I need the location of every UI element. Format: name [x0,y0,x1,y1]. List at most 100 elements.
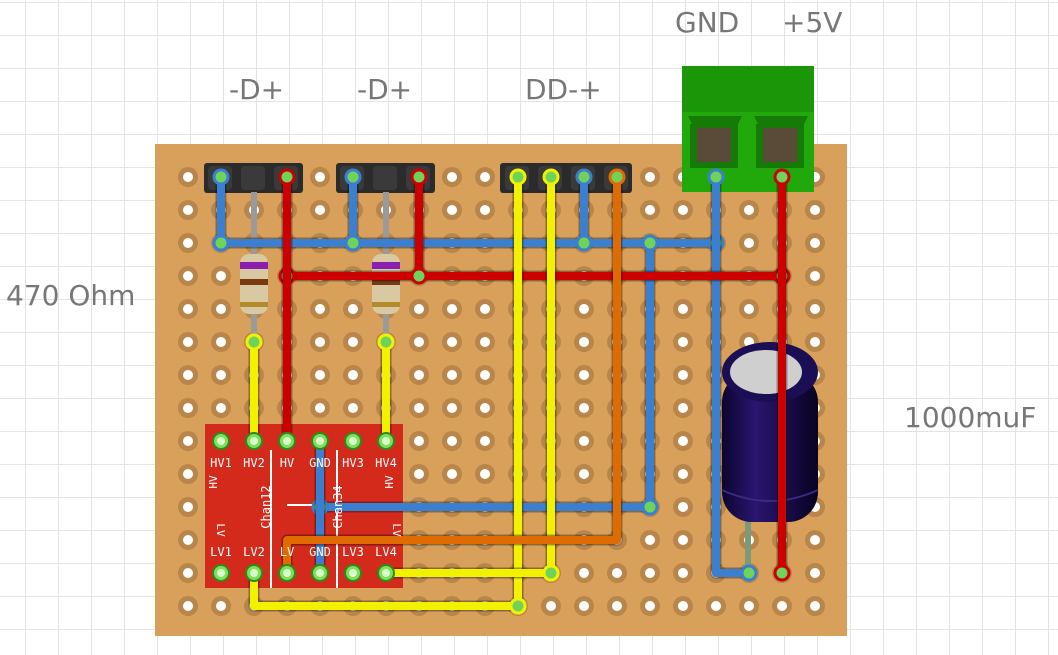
board-hole [579,469,589,479]
board-hole [678,535,688,545]
board-hole [645,172,655,182]
board-hole [414,469,424,479]
board-hole [414,403,424,413]
chip-pin-hole [217,437,225,445]
chip-labels: HV1 HV2 HV GND HV3 HV4 LV1 LV2 LV GND LV… [207,456,403,559]
wires [212,168,791,615]
board-hole [183,205,193,215]
board-hole [579,403,589,413]
board-hole [216,403,226,413]
board-hole [579,568,589,578]
resistor-label: 470 Ohm [6,279,136,312]
board-hole [579,601,589,611]
board-hole [546,601,556,611]
chip-pin-hv1: HV1 [210,456,232,470]
board-hole [810,601,820,611]
board-hole [183,271,193,281]
screw-terminal [682,66,814,192]
board-hole [810,304,820,314]
board-hole [810,238,820,248]
board-hole [645,568,655,578]
board-hole [810,337,820,347]
wire-red-5v-endpoint [773,564,791,582]
chip-pin-hole [349,569,357,577]
board-hole [447,337,457,347]
chip-pin-hv: HV [280,456,294,470]
board-hole [579,337,589,347]
board-hole [678,502,688,512]
board-hole [414,304,424,314]
wire-blue-gnd-main-endpoint [707,168,725,186]
header-right-label: DD-+ [525,73,602,106]
board-hole [480,205,490,215]
wire-yellow-lv2-endpoint [509,597,527,615]
chip-pin-lv1: LV1 [210,545,232,559]
board-hole [216,370,226,380]
chip-side-lv-left: LV [214,523,227,537]
board-hole [315,337,325,347]
wire-blue-gnd-h-endpoint [641,498,659,516]
chip-pin-lv: LV [280,545,294,559]
chip-pin-hole [283,569,291,577]
chip-pin-hole [349,437,357,445]
board-hole [447,436,457,446]
chip-side-lv-right: LV [390,523,403,537]
board-hole [678,403,688,413]
board-hole [678,568,688,578]
plus5v-label: +5V [782,6,843,39]
board-hole [678,205,688,215]
board-hole [447,205,457,215]
board-hole [414,436,424,446]
board-hole [810,205,820,215]
chip-side-hv-right: HV [383,475,396,489]
board-hole [645,205,655,215]
wire-red-d2-endpoint [410,168,428,186]
board-hole [678,601,688,611]
board-hole [678,370,688,380]
wire-blue-d1-endpoint [212,234,230,252]
board-hole [678,304,688,314]
chip-pin-hole [382,569,390,577]
board-hole [315,304,325,314]
chip-pin-hole [283,437,291,445]
board-hole [678,469,688,479]
chip-pin-hv3: HV3 [342,456,364,470]
board-hole [480,436,490,446]
board-hole [744,238,754,248]
wire-yellow-lv2[interactable] [250,569,522,610]
board-hole [744,205,754,215]
board-hole [678,436,688,446]
wire-yellow-lv4-endpoint [542,564,560,582]
chip-chan34: Chan34 [331,485,345,528]
wire-yellow-r1-endpoint [245,333,263,351]
wire-orange-lv[interactable] [283,173,621,577]
board-hole [348,304,358,314]
board-hole [183,502,193,512]
board-hole [216,337,226,347]
wire-blue-gnd-main[interactable] [712,173,753,577]
board-hole [183,337,193,347]
board-hole [183,436,193,446]
board-hole [777,601,787,611]
board-hole [183,238,193,248]
resistor-2 [372,192,400,342]
board-hole [480,469,490,479]
board-hole [480,337,490,347]
board-hole [216,304,226,314]
board-hole [612,568,622,578]
chip-pin-gnd-bottom: GND [309,545,331,559]
board-hole [348,370,358,380]
board-hole [447,172,457,182]
board-hole [447,304,457,314]
board-hole [183,469,193,479]
wire-yellow-r2-endpoint [377,333,395,351]
wire-blue-gnd-main-endpoint [740,564,758,582]
board-hole [579,436,589,446]
board-hole [645,535,655,545]
board-hole [678,337,688,347]
wire-yellow-d2-endpoint [542,168,560,186]
wire-orange-lv-endpoint [608,168,626,186]
board-hole [645,601,655,611]
board-hole [612,601,622,611]
